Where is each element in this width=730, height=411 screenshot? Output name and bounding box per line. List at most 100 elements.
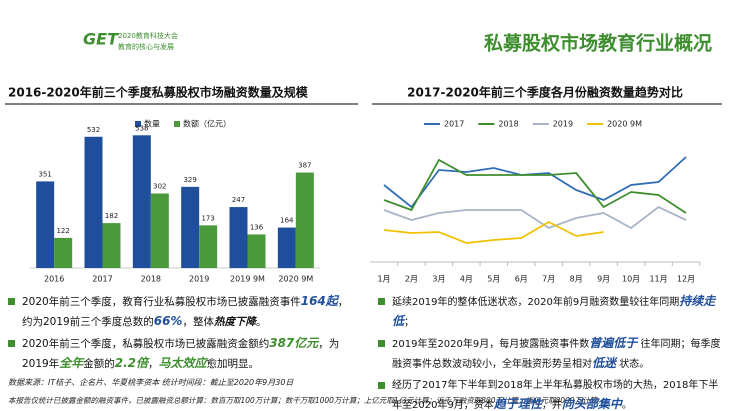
emphasis: 66% — [153, 314, 183, 328]
x-tick-label: 1月 — [377, 275, 390, 284]
text: ，为2019年 — [22, 338, 340, 370]
bullet: 2020年前三个季度，私募股权市场已披露融资金额约387亿元，为2019年全年金… — [8, 334, 353, 374]
text: ，整体 — [182, 316, 214, 328]
data-label: 164 — [280, 217, 294, 225]
bar — [84, 136, 103, 268]
legend-label: 2018 — [498, 120, 518, 129]
x-tick-label: 5月 — [487, 275, 500, 284]
data-label: 136 — [250, 223, 264, 231]
legend-label: 2019 — [553, 120, 573, 129]
x-tick-label: 2019 — [189, 275, 209, 284]
x-tick-label: 9月 — [597, 275, 610, 284]
text: 延续2019年的整体低迷状态，2020年前9月融资数量较往年同期 — [392, 297, 680, 308]
bar — [295, 172, 314, 268]
legend-label: 2017 — [444, 120, 464, 129]
data-label: 351 — [38, 170, 51, 178]
legend-swatch — [135, 121, 141, 127]
emphasis: 持续走低 — [392, 294, 716, 328]
bar — [229, 207, 248, 268]
bar — [36, 181, 55, 268]
footnote: 本报告仅统计已披露金额的融资事件，已披露融资总额计算：数百万取100万计算；数千… — [8, 396, 605, 405]
text: ， — [148, 358, 159, 370]
right-notes: 延续2019年的整体低迷状态，2020年前9月融资数量较往年同期持续走低； 20… — [378, 292, 723, 411]
emphasis: 向头部集中 — [561, 397, 622, 411]
text: 愈加明显。 — [206, 358, 260, 370]
bar — [277, 227, 296, 268]
x-tick-label: 3月 — [432, 275, 445, 284]
line-series — [383, 205, 687, 230]
emphasis: 164起 — [300, 294, 338, 308]
data-label: 532 — [87, 126, 100, 134]
chart-title: 2017-2020年前三个季度各月份融资数量趋势对比 — [407, 85, 683, 100]
x-tick-label: 2017 — [92, 275, 112, 284]
text: 状态。 — [616, 359, 650, 370]
bullet: 2020年前三个季度，教育行业私募股权市场已披露融资事件164起，约为2019前… — [8, 292, 353, 332]
bullet: 2019年至2020年9月，每月披露融资事件数普遍低于 往年同期；每季度融资事件… — [378, 334, 723, 374]
logo-subtitle: 教育的核心与发展 — [118, 42, 174, 51]
line-series — [383, 220, 604, 244]
bullet: 延续2019年的整体低迷状态，2020年前9月融资数量较往年同期持续走低； — [378, 292, 723, 332]
emphasis: 387亿元 — [269, 336, 319, 350]
data-label: 247 — [232, 196, 245, 204]
x-tick-label: 4月 — [460, 275, 473, 284]
text: 2019年至2020年9月，每月披露融资事件数 — [392, 339, 590, 350]
text: ，并 — [541, 400, 562, 411]
x-tick-label: 2016 — [44, 275, 64, 284]
x-tick-label: 8月 — [570, 275, 583, 284]
x-tick-label: 6月 — [515, 275, 528, 284]
text: 2020年前三个季度，教育行业私募股权市场已披露融资事件 — [22, 296, 301, 308]
text: ； — [404, 317, 415, 328]
slide-title: 私募股权市场教育行业概况 — [484, 32, 712, 55]
emphasis: 趋于理性 — [493, 397, 542, 411]
text: 2020年前三个季度，私募股权市场已披露融资金额约 — [22, 338, 270, 350]
bar — [102, 223, 121, 268]
text: ，约为2019前三个季度总数的 — [22, 296, 349, 328]
text: 。 — [621, 400, 632, 411]
bar — [150, 193, 169, 268]
legend-label: 数量 — [144, 119, 160, 129]
emphasis: 马太效应 — [158, 356, 207, 370]
data-label: 329 — [183, 176, 196, 184]
x-tick-label: 10月 — [622, 275, 640, 284]
logo-title: 2020教育科技大会 — [118, 31, 178, 40]
legend-label: 2020 9M — [607, 120, 642, 129]
data-label: 173 — [201, 214, 214, 222]
x-tick-label: 12月 — [677, 275, 695, 284]
chart-title: 2016-2020年前三个季度私募股权市场融资数量及规模 — [8, 85, 309, 100]
bar — [54, 237, 73, 268]
text: 金额的 — [83, 358, 115, 370]
data-label: 122 — [56, 227, 69, 235]
x-tick-label: 2018 — [141, 275, 161, 284]
emphasis: 全年 — [59, 356, 84, 370]
bar — [132, 135, 151, 268]
emphasis: 热度下降 — [213, 316, 256, 328]
text: 。 — [255, 316, 267, 328]
data-label: 182 — [105, 212, 118, 220]
data-label: 387 — [298, 162, 311, 170]
left-notes: 2020年前三个季度，教育行业私募股权市场已披露融资事件164起，约为2019前… — [8, 292, 353, 376]
x-tick-label: 11月 — [649, 275, 667, 284]
x-tick-label: 2月 — [405, 275, 418, 284]
emphasis: 普遍低于 — [589, 336, 638, 350]
line-series — [383, 158, 687, 214]
line-series — [383, 156, 687, 209]
bar — [199, 225, 218, 268]
text: 往年同期；每季度融资事件总数波动较小，全年融资形势呈相对 — [392, 339, 721, 370]
x-tick-label: 7月 — [542, 275, 555, 284]
x-tick-label: 2020 9M — [278, 275, 313, 284]
source: 数据来源：IT桔子、企名片、华夏桃李资本 统计时间段：截止至2020年9月30日 — [8, 378, 294, 387]
bar — [247, 234, 266, 268]
logo-mark: GET — [83, 30, 119, 49]
emphasis: 2.2倍 — [114, 356, 149, 370]
x-tick-label: 2019 9M — [230, 275, 265, 284]
bar — [181, 186, 200, 268]
bullet: 经历了2017年下半年到2018年上半年私募股权市场的大热，2018年下半年至2… — [378, 376, 723, 411]
legend-swatch — [174, 121, 180, 127]
legend-label: 数额（亿元） — [183, 119, 231, 129]
text: 经历了2017年下半年到2018年上半年私募股权市场的大热，2018年下半年至2… — [392, 380, 719, 411]
data-label: 302 — [153, 183, 166, 191]
data-label: 538 — [135, 124, 148, 132]
emphasis: 低迷 — [592, 356, 617, 370]
